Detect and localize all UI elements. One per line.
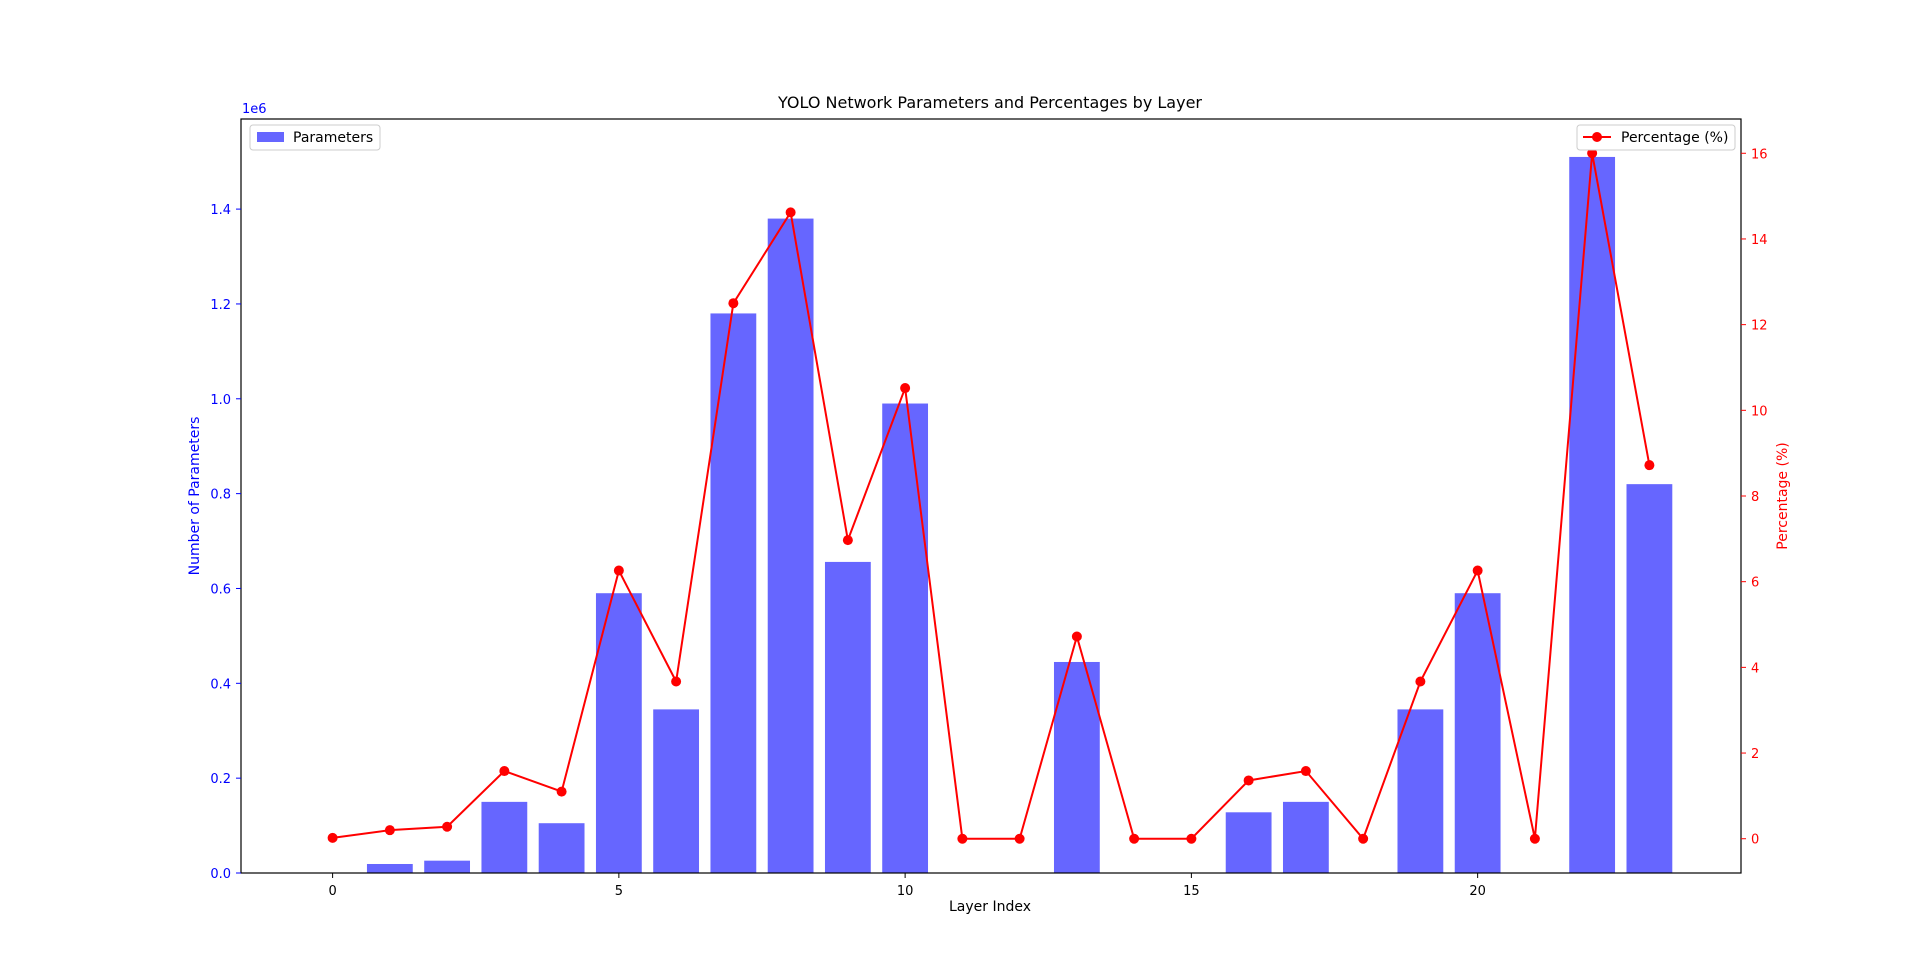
percentage-point-16 bbox=[1243, 775, 1254, 786]
bar-layer-7 bbox=[710, 313, 757, 873]
x-tick-label: 5 bbox=[615, 884, 623, 899]
line-series bbox=[327, 148, 1655, 844]
percentage-point-23 bbox=[1644, 460, 1655, 471]
percentage-line bbox=[332, 153, 1651, 841]
percentage-point-2 bbox=[442, 821, 453, 832]
percentage-point-8 bbox=[785, 207, 796, 218]
bar-layer-9 bbox=[824, 561, 871, 873]
left-tick-label: 0.2 bbox=[210, 772, 231, 787]
percentage-point-20 bbox=[1472, 565, 1483, 576]
bar-layer-1 bbox=[366, 863, 413, 873]
legend-left: Parameters bbox=[249, 124, 381, 151]
bar-layer-17 bbox=[1282, 801, 1329, 873]
percentage-point-12 bbox=[1014, 833, 1025, 844]
percentage-point-4 bbox=[556, 786, 567, 797]
right-tick-label: 6 bbox=[1751, 576, 1759, 591]
percentage-point-9 bbox=[842, 535, 853, 546]
bar-series bbox=[366, 156, 1673, 873]
right-tick-label: 14 bbox=[1751, 233, 1768, 248]
percentage-point-1 bbox=[384, 825, 395, 836]
x-tick-label: 20 bbox=[1469, 884, 1486, 899]
chart-title: YOLO Network Parameters and Percentages … bbox=[777, 93, 1202, 112]
legend-right-marker bbox=[1592, 132, 1602, 142]
left-y-axis: 0.0 0.2 0.4 0.6 0.8 1.0 1.2 1.4 bbox=[210, 203, 241, 882]
bar-layer-16 bbox=[1225, 812, 1272, 873]
legend-right-label: Percentage (%) bbox=[1621, 130, 1728, 146]
right-tick-label: 12 bbox=[1751, 319, 1768, 334]
left-tick-label: 0.4 bbox=[210, 677, 231, 692]
bar-layer-3 bbox=[481, 801, 528, 873]
left-tick-label: 0.0 bbox=[210, 867, 231, 882]
bar-layer-10 bbox=[882, 403, 929, 873]
right-tick-label: 0 bbox=[1751, 833, 1759, 848]
left-tick-label: 1.4 bbox=[210, 203, 231, 218]
percentage-point-15 bbox=[1186, 833, 1197, 844]
legend-left-swatch bbox=[257, 132, 284, 142]
bar-layer-20 bbox=[1454, 593, 1501, 873]
percentage-point-22 bbox=[1587, 148, 1598, 159]
percentage-point-21 bbox=[1529, 833, 1540, 844]
percentage-point-7 bbox=[728, 298, 739, 309]
legend-right-box bbox=[1576, 124, 1736, 151]
bar-layer-5 bbox=[595, 593, 642, 873]
legend-left-label: Parameters bbox=[293, 130, 373, 146]
left-tick-label: 0.8 bbox=[210, 488, 231, 503]
right-tick-label: 4 bbox=[1751, 661, 1759, 676]
bar-layer-8 bbox=[767, 218, 814, 873]
right-tick-label: 2 bbox=[1751, 747, 1759, 762]
bar-layer-6 bbox=[653, 709, 700, 873]
bar-layer-4 bbox=[538, 823, 585, 873]
x-tick-label: 0 bbox=[328, 884, 336, 899]
bar-layer-19 bbox=[1397, 709, 1444, 873]
x-tick-label: 10 bbox=[897, 884, 914, 899]
bar-layer-23 bbox=[1626, 484, 1673, 873]
percentage-point-13 bbox=[1071, 631, 1082, 642]
x-tick-label: 15 bbox=[1183, 884, 1200, 899]
right-tick-label: 10 bbox=[1751, 404, 1768, 419]
bar-layer-22 bbox=[1569, 156, 1616, 873]
left-tick-label: 1.2 bbox=[210, 298, 231, 313]
left-tick-label: 1.0 bbox=[210, 393, 231, 408]
right-y-axis-label: Percentage (%) bbox=[1775, 442, 1791, 549]
percentage-point-17 bbox=[1300, 766, 1311, 777]
x-axis: 0 5 10 15 20 bbox=[328, 873, 1486, 899]
left-axis-offset-text: 1e6 bbox=[242, 102, 267, 117]
legend-right: Percentage (%) bbox=[1576, 124, 1736, 151]
left-y-axis-label: Number of Parameters bbox=[187, 417, 203, 576]
left-tick-label: 0.6 bbox=[210, 582, 231, 597]
percentage-point-3 bbox=[499, 766, 510, 777]
percentage-point-14 bbox=[1129, 833, 1140, 844]
percentage-point-10 bbox=[900, 383, 911, 394]
x-axis-label: Layer Index bbox=[949, 899, 1031, 915]
percentage-point-19 bbox=[1415, 676, 1426, 687]
right-tick-label: 16 bbox=[1751, 147, 1768, 162]
right-y-axis: 0 2 4 6 8 10 12 14 16 bbox=[1741, 147, 1768, 848]
percentage-point-6 bbox=[671, 676, 682, 687]
legend-left-box bbox=[249, 124, 381, 151]
bar-layer-2 bbox=[424, 860, 471, 873]
right-tick-label: 8 bbox=[1751, 490, 1759, 505]
percentage-point-0 bbox=[327, 832, 338, 843]
percentage-point-5 bbox=[613, 565, 624, 576]
bar-layer-13 bbox=[1053, 661, 1100, 873]
percentage-point-18 bbox=[1358, 833, 1369, 844]
percentage-point-11 bbox=[957, 833, 968, 844]
